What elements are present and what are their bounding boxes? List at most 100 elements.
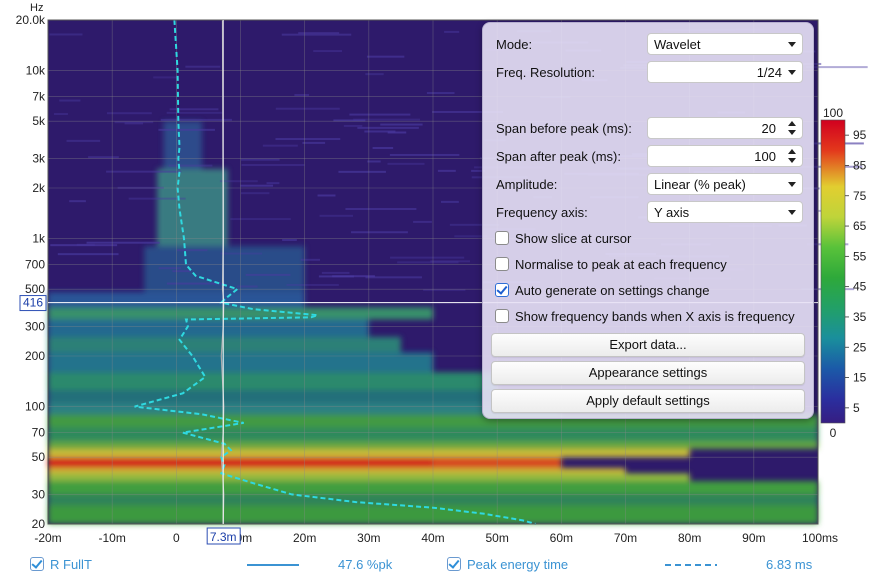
checkbox-checked-icon[interactable] <box>447 557 461 571</box>
texture-streak <box>365 73 384 76</box>
colorbar-tick-label: 85 <box>853 158 867 172</box>
texture-streak <box>317 194 336 197</box>
color-scale: 100 95 85 75 65 55 45 35 25 15 5 0 <box>820 106 867 440</box>
y-tick-label: 3k <box>32 151 46 165</box>
texture-streak <box>294 94 310 97</box>
heat-region <box>48 336 401 353</box>
amplitude-select[interactable]: Linear (% peak) <box>647 173 803 195</box>
texture-streak <box>390 256 465 259</box>
texture-streak <box>440 200 459 203</box>
checkbox-icon[interactable] <box>495 231 509 245</box>
checkbox-checked-icon[interactable] <box>495 283 509 297</box>
checkbox-checked-icon[interactable] <box>30 557 44 571</box>
normalise-checkbox[interactable]: Normalise to peak at each frequency <box>495 255 727 275</box>
x-tick-label: 30m <box>357 531 380 545</box>
texture-streak <box>282 238 297 241</box>
checkbox-icon[interactable] <box>495 257 509 271</box>
show-slice-label: Show slice at cursor <box>515 231 632 246</box>
freq-resolution-select[interactable]: 1/24 <box>647 61 803 83</box>
texture-streak <box>423 289 466 292</box>
texture-streak <box>240 184 274 187</box>
texture-streak <box>286 283 339 286</box>
chevron-down-icon <box>788 42 796 47</box>
texture-streak <box>426 92 455 95</box>
texture-streak <box>387 162 425 165</box>
stepper-arrows-icon[interactable] <box>787 120 797 136</box>
export-data-button[interactable]: Export data... <box>491 333 805 357</box>
colorbar-tick-label: 15 <box>853 371 867 385</box>
chevron-down-icon <box>788 70 796 75</box>
plot-border <box>47 19 819 525</box>
peak-energy-line <box>134 19 536 525</box>
cursor-time-box: 7.3m <box>206 527 241 545</box>
checkbox-icon[interactable] <box>495 309 509 323</box>
texture-streak <box>349 113 411 116</box>
x-tick-label: 20m <box>293 531 316 545</box>
texture-streak <box>372 146 394 149</box>
colorbar-tick-label: 5 <box>853 401 860 415</box>
show-bands-checkbox[interactable]: Show frequency bands when X axis is freq… <box>495 307 795 327</box>
texture-streak <box>266 182 280 185</box>
trace-value: 47.6 %pk <box>338 557 393 572</box>
frequency-axis-select[interactable]: Y axis <box>647 201 803 223</box>
x-tick-label: 90m <box>742 531 765 545</box>
colorbar-tick-label: 35 <box>853 310 867 324</box>
span-before-field[interactable]: 20 <box>647 117 803 139</box>
x-tick-label: 50m <box>485 531 508 545</box>
texture-streak <box>168 164 213 167</box>
texture-streak <box>806 66 868 69</box>
texture-streak <box>313 50 342 53</box>
colorbar-bottom-label: 0 <box>830 426 837 440</box>
mode-label: Mode: <box>496 37 533 52</box>
span-before-value: 20 <box>761 121 776 136</box>
texture-streak <box>430 260 470 263</box>
apply-defaults-button[interactable]: Apply default settings <box>491 389 805 413</box>
show-bands-label: Show frequency bands when X axis is freq… <box>515 309 795 324</box>
freq-resolution-value: 1/24 <box>756 65 782 80</box>
texture-streak <box>241 164 305 167</box>
x-tick-label: -20m <box>34 531 61 545</box>
y-tick-label: 700 <box>25 258 45 272</box>
peak-legend-item[interactable]: Peak energy time <box>447 556 568 574</box>
texture-streak <box>389 153 460 156</box>
y-tick-label: 50 <box>32 450 46 464</box>
trace-legend-item[interactable]: R FullT <box>30 556 92 574</box>
span-after-field[interactable]: 100 <box>647 145 803 167</box>
texture-streak <box>240 158 280 161</box>
texture-streak <box>432 110 504 113</box>
mode-select[interactable]: Wavelet <box>647 33 803 55</box>
heat-region <box>48 468 626 474</box>
show-slice-checkbox[interactable]: Show slice at cursor <box>495 229 631 249</box>
texture-streak <box>262 144 298 147</box>
heat-region <box>48 390 498 404</box>
texture-streak <box>387 131 407 134</box>
texture-streak <box>454 235 488 238</box>
texture-streak <box>319 214 353 217</box>
span-after-value: 100 <box>754 149 776 164</box>
texture-streak <box>245 273 291 276</box>
texture-streak <box>364 130 396 133</box>
heat-region <box>48 372 498 391</box>
y-tick-label: 30 <box>32 487 46 501</box>
heat-region <box>163 121 202 169</box>
x-tick-label: 70m <box>614 531 637 545</box>
mode-value: Wavelet <box>654 37 701 52</box>
span-after-label: Span after peak (ms): <box>496 149 621 164</box>
y-tick-label: 200 <box>25 349 45 363</box>
texture-streak <box>351 231 408 234</box>
appearance-settings-button[interactable]: Appearance settings <box>491 361 805 385</box>
texture-streak <box>343 124 363 127</box>
frequency-axis-label: Frequency axis: <box>496 205 588 220</box>
texture-streak <box>86 241 160 244</box>
auto-generate-checkbox[interactable]: Auto generate on settings change <box>495 281 709 301</box>
stepper-arrows-icon[interactable] <box>787 148 797 164</box>
x-tick-label: 40m <box>421 531 444 545</box>
texture-streak <box>169 108 219 111</box>
colorbar-tick-label: 45 <box>853 280 867 294</box>
texture-streak <box>66 139 101 142</box>
texture-streak <box>345 208 417 211</box>
texture-streak <box>357 126 419 129</box>
colorbar-tick-label: 55 <box>853 249 867 263</box>
texture-streak <box>365 276 422 279</box>
texture-streak <box>114 121 154 124</box>
